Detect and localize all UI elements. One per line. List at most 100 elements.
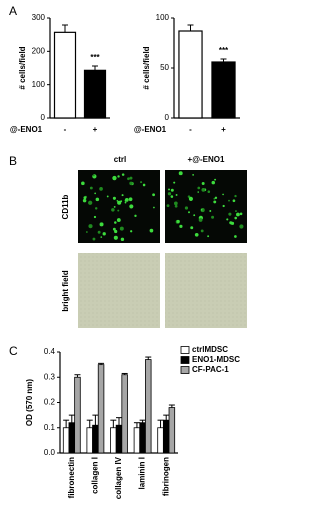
cell — [121, 194, 124, 197]
cell — [176, 219, 180, 224]
cell — [200, 229, 204, 233]
cell — [211, 215, 215, 219]
panel-label: A — [9, 4, 17, 18]
cell — [100, 236, 103, 238]
cell — [99, 222, 104, 227]
cell — [142, 183, 146, 187]
legend-swatch — [180, 356, 190, 364]
y-tick-label: 0 — [165, 113, 170, 122]
cell — [187, 195, 191, 198]
x-tick-label: - — [64, 125, 67, 134]
bar — [68, 422, 76, 454]
cell — [230, 221, 235, 225]
cell — [226, 218, 229, 221]
cell — [134, 214, 137, 218]
cell — [173, 201, 178, 206]
cell — [168, 188, 170, 191]
figure: A B C ctrl +@-ENO1 CD11b bright field 01… — [9, 4, 247, 499]
cell — [179, 224, 183, 228]
y-tick-label: 0.1 — [44, 423, 56, 432]
cell — [97, 230, 101, 234]
cell — [93, 215, 97, 219]
legend-label: ENO1-MDSC — [192, 355, 240, 364]
cell — [129, 181, 133, 186]
cell — [170, 188, 174, 192]
error-bar — [62, 24, 68, 33]
y-tick-label: 100 — [32, 80, 46, 89]
cell — [236, 212, 240, 217]
cell — [239, 224, 244, 229]
cell — [112, 196, 116, 200]
cell — [197, 186, 201, 190]
error-bar — [163, 414, 170, 421]
y-tick-label: 300 — [32, 13, 46, 22]
error-bar — [74, 374, 81, 378]
cell — [209, 210, 212, 212]
cell — [188, 196, 193, 201]
cell — [228, 212, 232, 216]
cell — [188, 211, 190, 214]
y-axis-label: # cells/field — [142, 46, 151, 89]
legend-swatch — [180, 366, 190, 374]
cell — [89, 186, 93, 190]
x-axis-label: @-ENO1 — [134, 125, 167, 134]
y-tick-label: 200 — [32, 46, 46, 55]
cell-dots — [81, 171, 244, 242]
cell — [128, 197, 133, 202]
cell — [234, 194, 237, 198]
y-tick-label: 0 — [41, 113, 46, 122]
error-bar — [68, 414, 75, 423]
cell — [92, 237, 96, 241]
error-bar — [157, 419, 164, 428]
cell — [81, 181, 85, 186]
y-tick-label: 0.4 — [44, 347, 56, 356]
bar — [110, 427, 117, 454]
bar — [97, 364, 105, 454]
cell — [124, 201, 127, 204]
x-tick-label: + — [221, 125, 226, 134]
cell — [167, 192, 172, 196]
cell — [173, 181, 176, 184]
cell — [129, 204, 134, 209]
cell — [102, 232, 106, 236]
cell — [197, 191, 200, 193]
cell — [207, 190, 211, 193]
x-axis-label: @-ENO1 — [10, 125, 43, 134]
cell — [234, 235, 237, 238]
panel-label: C — [9, 344, 18, 358]
cell — [211, 180, 216, 185]
cell — [82, 198, 87, 203]
bar — [139, 422, 146, 454]
bar — [157, 427, 164, 454]
cell — [170, 195, 174, 198]
legend-swatch — [180, 346, 190, 354]
y-axis-label: OD (570 nm) — [25, 379, 34, 426]
y-tick-label: 0.0 — [44, 448, 56, 457]
bar — [121, 374, 128, 454]
error-bar — [92, 414, 99, 426]
cell — [85, 231, 88, 233]
cell — [184, 206, 189, 210]
error-bar — [121, 372, 128, 375]
bar — [145, 359, 152, 454]
error-bar — [86, 419, 93, 428]
cell — [92, 174, 95, 177]
error-bar — [220, 58, 227, 62]
panel-label: B — [9, 154, 17, 168]
bar — [74, 376, 81, 454]
cell — [99, 187, 103, 191]
cell — [117, 209, 120, 212]
cell — [200, 208, 203, 211]
error-bar — [110, 419, 117, 428]
bar — [168, 407, 176, 454]
significance-label: *** — [90, 53, 100, 62]
cell — [140, 181, 143, 184]
cell — [116, 199, 119, 202]
legend-label: ctrlMDSC — [192, 345, 228, 354]
x-tick-label: fibrinogen — [161, 457, 170, 496]
cell — [194, 232, 199, 237]
cell — [95, 197, 100, 202]
cell — [129, 176, 133, 180]
error-bar — [116, 417, 122, 426]
x-tick-label: collagen IV — [114, 456, 123, 499]
